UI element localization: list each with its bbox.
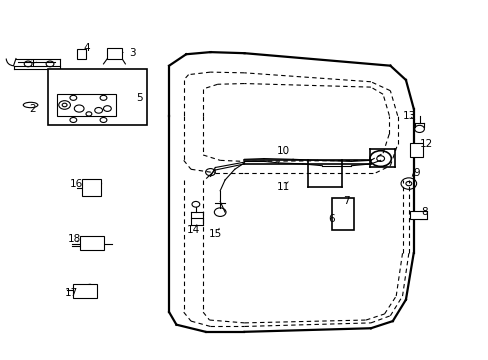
Text: 5: 5 — [136, 93, 143, 103]
Text: 16: 16 — [70, 179, 83, 189]
Bar — [80, 236, 104, 249]
Text: 3: 3 — [129, 48, 136, 58]
Bar — [107, 48, 122, 59]
Ellipse shape — [23, 102, 38, 108]
Text: 12: 12 — [419, 139, 432, 149]
Bar — [409, 211, 426, 219]
Text: 13: 13 — [403, 111, 416, 121]
Text: 17: 17 — [65, 288, 79, 297]
Bar — [57, 94, 116, 116]
Bar — [409, 143, 423, 157]
Text: 4: 4 — [83, 43, 90, 53]
Text: 11: 11 — [276, 182, 289, 192]
Text: 6: 6 — [328, 214, 335, 224]
Bar — [331, 198, 353, 230]
Text: 7: 7 — [343, 197, 349, 206]
Text: 10: 10 — [276, 147, 289, 157]
Text: 15: 15 — [208, 229, 222, 239]
Bar — [73, 284, 97, 298]
Text: 1: 1 — [30, 59, 36, 69]
Bar — [47, 69, 147, 125]
Text: 2: 2 — [30, 104, 36, 113]
Text: 9: 9 — [413, 168, 420, 178]
Text: 18: 18 — [67, 234, 81, 244]
Text: 8: 8 — [420, 207, 427, 217]
Bar — [81, 179, 101, 196]
Text: 14: 14 — [186, 225, 200, 235]
Bar — [77, 49, 85, 59]
